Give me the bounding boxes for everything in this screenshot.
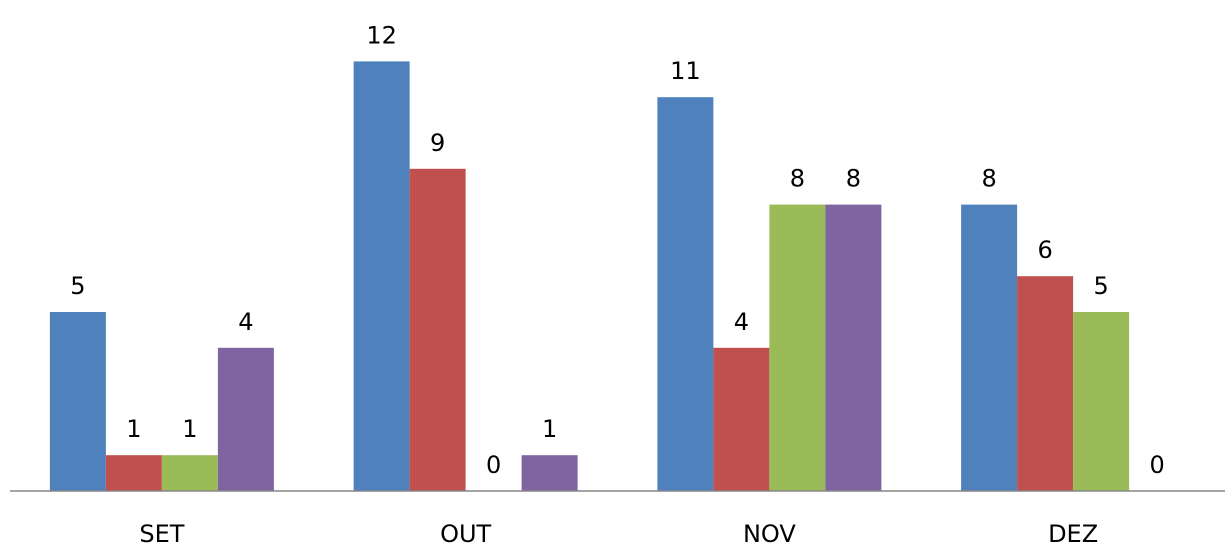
data-label-dez-series-2: 6 bbox=[1037, 236, 1052, 264]
data-label-out-series-2: 9 bbox=[430, 129, 445, 157]
x-tick-label-dez: DEZ bbox=[1048, 520, 1098, 548]
data-label-set-series-2: 1 bbox=[126, 415, 141, 443]
data-label-set-series-4: 4 bbox=[238, 308, 253, 336]
bars-group bbox=[49, 61, 1130, 492]
data-label-nov-series-2: 4 bbox=[734, 308, 749, 336]
bar-set-series-4 bbox=[217, 347, 274, 491]
bar-set-series-3 bbox=[161, 455, 218, 491]
x-tick-label-out: OUT bbox=[440, 520, 491, 548]
data-label-nov-series-1: 11 bbox=[670, 57, 701, 85]
bar-nov-series-1 bbox=[657, 97, 714, 491]
data-label-set-series-1: 5 bbox=[70, 272, 85, 300]
data-label-out-series-3: 0 bbox=[486, 451, 501, 479]
data-label-out-series-1: 12 bbox=[366, 21, 397, 49]
x-tick-label-nov: NOV bbox=[743, 520, 796, 548]
bar-out-series-2 bbox=[409, 168, 466, 492]
data-label-dez-series-4: 0 bbox=[1149, 451, 1164, 479]
bar-out-series-4 bbox=[521, 455, 578, 491]
bar-dez-series-1 bbox=[961, 204, 1018, 491]
bar-nov-series-2 bbox=[713, 347, 770, 491]
data-label-out-series-4: 1 bbox=[542, 415, 557, 443]
bar-out-series-1 bbox=[353, 61, 410, 492]
bar-dez-series-2 bbox=[1017, 276, 1074, 491]
data-label-nov-series-4: 8 bbox=[846, 165, 861, 193]
bar-nov-series-3 bbox=[769, 204, 826, 491]
bar-set-series-2 bbox=[105, 455, 162, 491]
x-tick-labels-group: SET OUT NOV DEZ bbox=[139, 520, 1098, 548]
x-tick-label-set: SET bbox=[139, 520, 184, 548]
bar-set-series-1 bbox=[49, 312, 106, 491]
bar-nov-series-4 bbox=[825, 204, 882, 491]
data-label-dez-series-3: 5 bbox=[1093, 272, 1108, 300]
data-label-dez-series-1: 8 bbox=[981, 165, 996, 193]
data-label-set-series-3: 1 bbox=[182, 415, 197, 443]
data-label-nov-series-3: 8 bbox=[790, 165, 805, 193]
bar-dez-series-3 bbox=[1073, 312, 1130, 491]
